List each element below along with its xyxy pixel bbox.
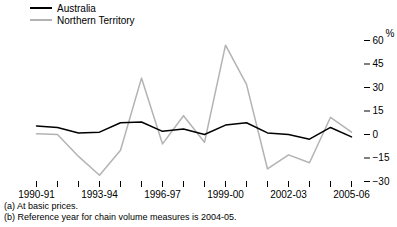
html-text:Northern Territory: Northern Territory <box>57 14 135 26</box>
html-text:(b) Reference year for chain v: (b) Reference year for chain volume meas… <box>4 212 237 222</box>
svg-text:%: % <box>386 28 395 39</box>
svg-text:1996-97: 1996-97 <box>144 189 181 200</box>
svg-text:1999-00: 1999-00 <box>207 189 244 200</box>
html-text:(a) At basic prices.: (a) At basic prices. <box>4 201 78 211</box>
svg-text:1990-91: 1990-91 <box>18 189 55 200</box>
svg-text:0: 0 <box>373 129 379 140</box>
svg-text:−15: −15 <box>373 152 390 163</box>
svg-text:30: 30 <box>373 82 385 93</box>
svg-text:15: 15 <box>373 105 385 116</box>
svg-text:60: 60 <box>373 35 385 46</box>
svg-text:45: 45 <box>373 58 385 69</box>
svg-text:2005-06: 2005-06 <box>333 189 370 200</box>
svg-text:1993-94: 1993-94 <box>81 189 118 200</box>
svg-text:−30: −30 <box>373 176 390 187</box>
html-text:Australia: Australia <box>57 2 96 14</box>
svg-text:2002-03: 2002-03 <box>270 189 307 200</box>
